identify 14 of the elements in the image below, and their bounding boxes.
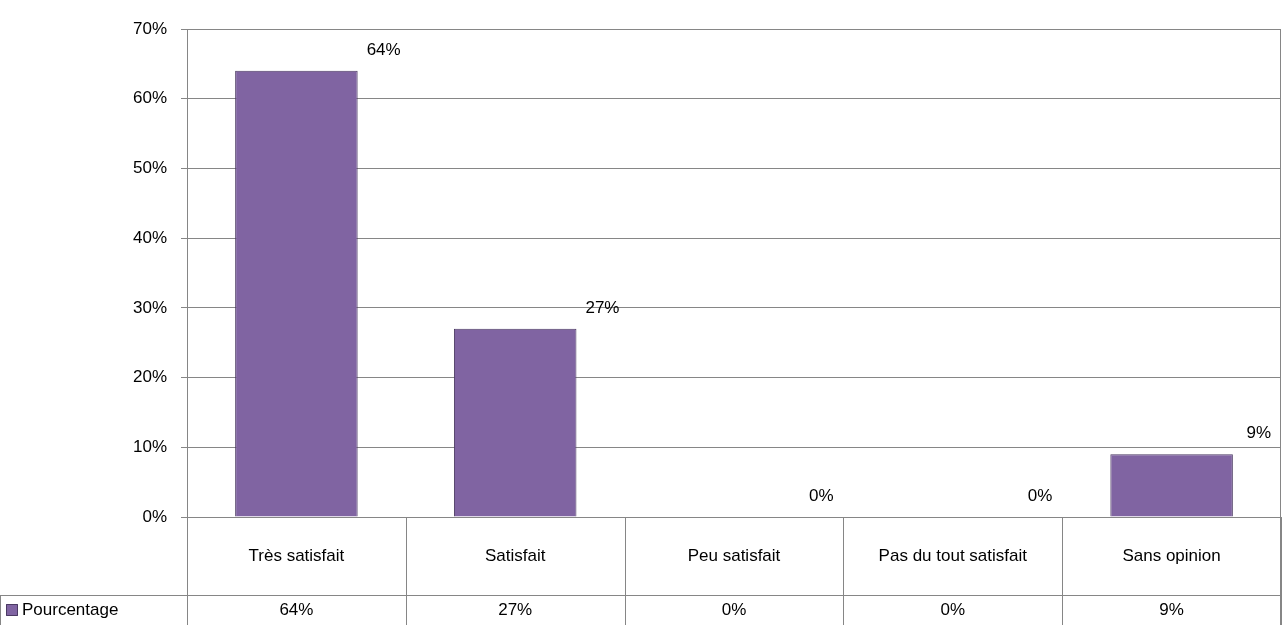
y-tick-label: 50%	[132, 158, 167, 178]
legend-label: Pourcentage	[22, 599, 119, 619]
y-tick-label: 60%	[132, 88, 167, 108]
text: 27%	[585, 297, 620, 317]
y-tick-label: 0%	[142, 506, 167, 526]
text: 9%	[1246, 423, 1272, 443]
y-tick-label: 10%	[132, 436, 167, 456]
y-tick-label: 70%	[132, 18, 167, 38]
text: 0%	[808, 486, 834, 506]
y-tick-label: 20%	[132, 367, 167, 387]
y-tick-label: 40%	[132, 227, 167, 247]
y-tick-label: 30%	[132, 297, 167, 317]
text: 0%	[1027, 486, 1053, 506]
text: 64%	[366, 40, 401, 60]
